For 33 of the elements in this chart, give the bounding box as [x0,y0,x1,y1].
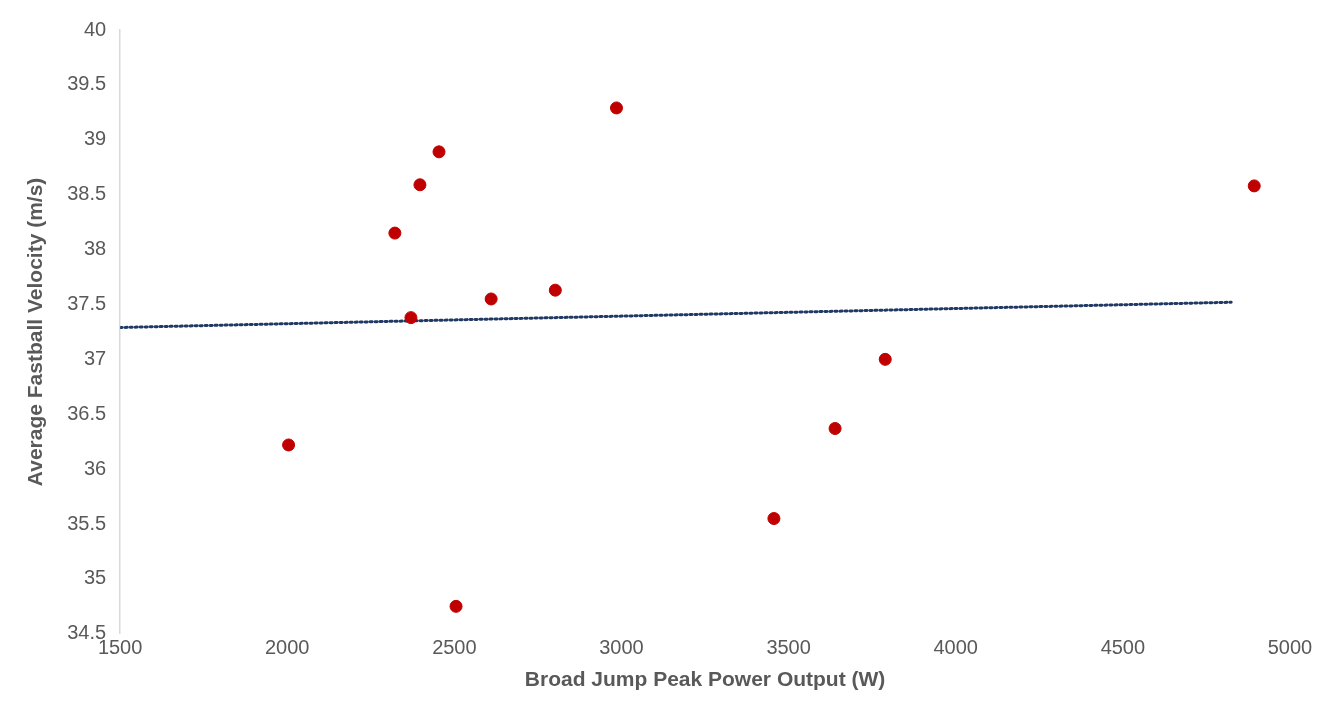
y-tick-label: 37 [83,346,107,369]
y-tick-label: 38.5 [67,182,107,205]
y-tick-label: 35.5 [67,511,107,534]
y-tick-label: 40 [83,17,107,40]
point [1247,179,1261,193]
x-tick-label: 4500 [1100,636,1146,659]
y-tick-label: 39.5 [67,72,107,95]
point [484,292,498,306]
point [282,438,296,452]
x-axis-title: Broad Jump Peak Power Output (W) [524,667,886,691]
point [449,599,463,613]
y-tick-label: 39 [83,127,107,150]
y-tick-label: 35 [83,566,107,589]
point [878,352,892,366]
point [388,226,402,240]
y-tick-label: 36.5 [67,401,107,424]
point [413,178,427,192]
x-tick-label: 3000 [599,636,644,659]
point [609,101,623,115]
x-tick-label: 4000 [933,636,978,659]
x-tick-label: 2500 [432,636,477,659]
y-tick-label: 36 [83,456,107,479]
point [767,512,781,526]
point [404,311,418,325]
x-tick-label: 5000 [1267,636,1313,659]
point [548,283,562,297]
point [828,422,842,436]
point [432,145,446,159]
y-tick-label: 38 [83,237,107,260]
y-tick-label: 37.5 [67,291,107,314]
y-axis-title: Average Fastball Velocity (m/s) [23,177,47,487]
x-tick-label: 2000 [265,636,310,659]
x-tick-label: 3500 [766,636,811,659]
